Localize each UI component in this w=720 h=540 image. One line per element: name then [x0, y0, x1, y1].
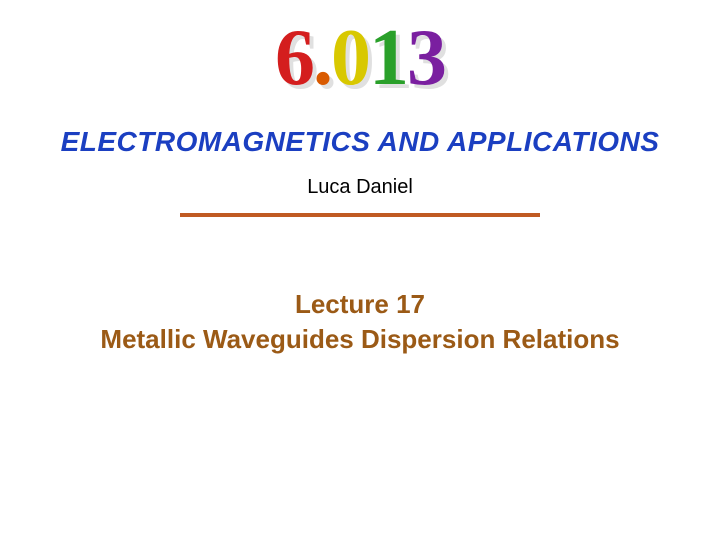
- lecture-block: Lecture 17 Metallic Waveguides Dispersio…: [0, 287, 720, 357]
- digit-0: 0: [331, 14, 369, 102]
- lecture-number: Lecture 17: [0, 287, 720, 322]
- digit-3: 3: [407, 14, 445, 102]
- divider-line: [180, 213, 540, 217]
- author-name: Luca Daniel: [0, 176, 720, 199]
- lecture-topic: Metallic Waveguides Dispersion Relations: [0, 322, 720, 357]
- digit-1: 1: [369, 14, 407, 102]
- digit-6: 6: [275, 14, 313, 102]
- digit-dot: .: [313, 14, 331, 102]
- slide-title: ELECTROMAGNETICS AND APPLICATIONS: [0, 126, 720, 158]
- course-number-fg: 6.013: [275, 14, 445, 102]
- course-number: 6.013 6.013: [0, 0, 720, 98]
